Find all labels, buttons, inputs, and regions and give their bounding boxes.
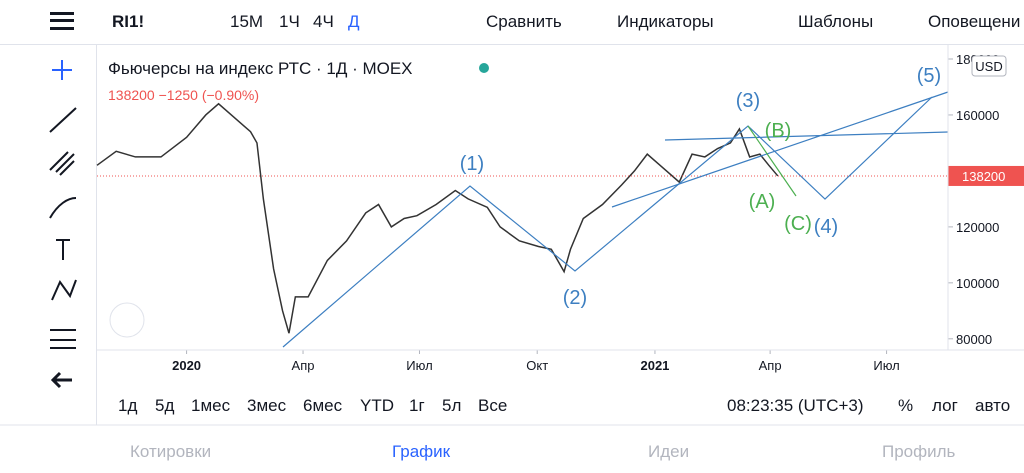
tab[interactable]: Профиль xyxy=(882,442,956,461)
range-button[interactable]: 3мес xyxy=(247,396,287,415)
tab[interactable]: График xyxy=(392,442,451,461)
time-label: Апр xyxy=(759,358,782,373)
menu-icon[interactable] xyxy=(50,12,74,30)
price-label: 100000 xyxy=(956,276,999,291)
currency-box[interactable] xyxy=(971,55,1007,77)
range-button[interactable]: YTD xyxy=(360,396,394,415)
wave-label: (B) xyxy=(765,120,792,142)
interval[interactable]: 15M xyxy=(230,12,264,31)
alerts[interactable]: Оповещени xyxy=(928,12,1021,31)
time-label: Июл xyxy=(406,358,432,373)
wave-label: (2) xyxy=(563,287,587,309)
wave-label: (C) xyxy=(784,213,812,235)
interval[interactable]: 4Ч xyxy=(313,12,334,31)
range-button[interactable]: 1мес xyxy=(191,396,231,415)
left-toolbar xyxy=(0,45,97,425)
scale-option[interactable]: лог xyxy=(932,396,958,415)
wave-label: (1) xyxy=(460,153,484,175)
price-label: 80000 xyxy=(956,332,992,347)
price-label: 120000 xyxy=(956,220,999,235)
clock[interactable]: 08:23:35 (UTC+3) xyxy=(727,396,864,415)
tab-bar: Котировки График Идеи Профиль xyxy=(0,440,1024,470)
tab[interactable]: Котировки xyxy=(130,442,212,461)
chart-title: Фьючерсы на индекс РТС · 1Д · MOEX xyxy=(108,59,413,78)
symbol[interactable]: RI1! xyxy=(112,12,145,31)
price-label: 160000 xyxy=(956,108,999,123)
range-button[interactable]: Все xyxy=(478,396,508,415)
wave-label: (5) xyxy=(917,65,941,87)
drawing-tools xyxy=(49,60,77,389)
range-button[interactable]: 5д xyxy=(155,396,175,415)
time-label: Апр xyxy=(292,358,315,373)
abc-line xyxy=(747,125,797,197)
time-label: Окт xyxy=(526,358,548,373)
range-button[interactable]: 1д xyxy=(118,396,138,415)
time-label: 2021 xyxy=(640,358,669,373)
scale-option[interactable]: % xyxy=(898,396,914,415)
quote: 138200 −1250 (−0.90%) xyxy=(108,87,259,103)
wave-label: (A) xyxy=(749,191,776,213)
indicators[interactable]: Индикаторы xyxy=(617,12,714,31)
currency: USD xyxy=(975,59,1002,74)
time-label: 2020 xyxy=(172,358,201,373)
templates[interactable]: Шаблоны xyxy=(798,12,874,31)
interval[interactable]: Д xyxy=(348,12,360,31)
bottom-bar: 1д 5д 1мес 3мес 6мес YTD 1г 5л Все 08:23:35 (UTC+… xyxy=(0,392,1024,422)
top-toolbar: RI1! 15M 1Ч 4Ч Д Сравнить Индикаторы Шаб… xyxy=(0,0,1024,45)
price-line xyxy=(96,102,779,334)
time-label: Июл xyxy=(873,358,899,373)
status-dot xyxy=(479,63,489,73)
interval[interactable]: 1Ч xyxy=(279,12,300,31)
wave-lines xyxy=(282,91,949,348)
compare[interactable]: Сравнить xyxy=(486,12,562,31)
last-price-label: 138200 xyxy=(962,169,1005,184)
logo[interactable] xyxy=(109,302,145,338)
range-button[interactable]: 1г xyxy=(409,396,425,415)
wave-label: (4) xyxy=(814,216,838,238)
tab[interactable]: Идеи xyxy=(648,442,690,461)
scale-option[interactable]: авто xyxy=(975,396,1011,415)
range-button[interactable]: 5л xyxy=(442,396,462,415)
last-price-tag xyxy=(948,165,1024,186)
range-button[interactable]: 6мес xyxy=(303,396,343,415)
wave-label: (3) xyxy=(736,90,760,112)
